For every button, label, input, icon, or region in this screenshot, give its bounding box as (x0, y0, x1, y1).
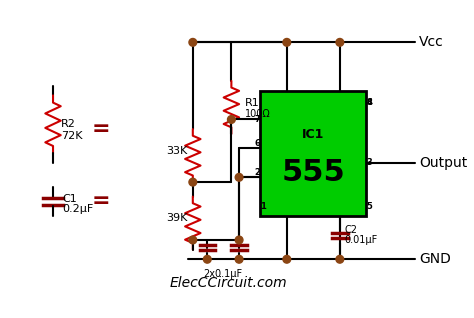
Text: 555: 555 (282, 157, 345, 187)
Text: 5: 5 (366, 202, 372, 211)
Circle shape (235, 236, 243, 244)
Text: 0.01μF: 0.01μF (345, 235, 378, 245)
Circle shape (336, 38, 344, 46)
Text: 4: 4 (366, 98, 372, 107)
Circle shape (336, 255, 344, 263)
Text: GND: GND (419, 252, 451, 266)
Text: 1: 1 (260, 202, 266, 211)
Text: C2: C2 (345, 225, 358, 235)
Text: 7: 7 (255, 115, 260, 124)
Circle shape (189, 38, 197, 46)
Text: ElecCCircuit.com: ElecCCircuit.com (170, 276, 287, 290)
Text: C1: C1 (63, 194, 77, 204)
Text: =: = (92, 191, 110, 211)
Text: R2: R2 (61, 119, 76, 129)
Circle shape (283, 38, 291, 46)
Text: 72K: 72K (61, 131, 82, 141)
Text: 3: 3 (366, 158, 372, 167)
Text: 39K: 39K (166, 213, 187, 223)
Circle shape (228, 116, 235, 123)
Text: 6: 6 (255, 139, 260, 148)
Text: 33K: 33K (166, 146, 187, 156)
Circle shape (203, 255, 211, 263)
Text: 0.2μF: 0.2μF (63, 204, 94, 214)
Text: =: = (92, 119, 110, 139)
FancyBboxPatch shape (260, 91, 366, 216)
Circle shape (235, 255, 243, 263)
Text: IC1: IC1 (302, 128, 325, 141)
Circle shape (235, 173, 243, 181)
Text: 8: 8 (366, 98, 372, 107)
Text: 2x0.1μF: 2x0.1μF (204, 269, 243, 279)
Text: 100Ω: 100Ω (245, 109, 271, 119)
Circle shape (189, 236, 197, 244)
Circle shape (189, 178, 197, 186)
Text: 2: 2 (255, 168, 260, 177)
Text: R1: R1 (245, 98, 260, 107)
Text: Output: Output (419, 156, 468, 170)
Text: Vcc: Vcc (419, 35, 444, 49)
Circle shape (283, 255, 291, 263)
